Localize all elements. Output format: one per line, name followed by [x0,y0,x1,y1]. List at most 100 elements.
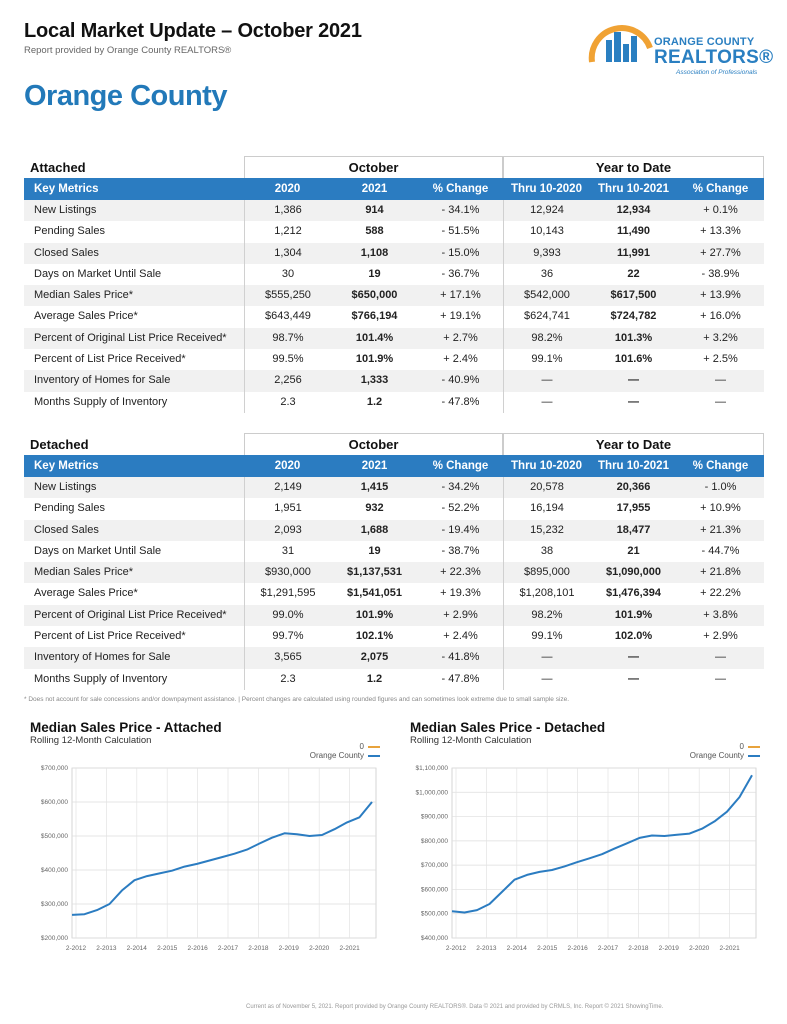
y-tick-label: $600,000 [41,799,68,806]
table-cell: 99.5% [244,349,331,371]
table-cell: $1,090,000 [605,566,662,579]
x-tick-label: 2-2017 [218,945,239,952]
x-tick-label: 2-2021 [339,945,360,952]
table-cell: + 13.9% [700,289,741,302]
x-tick-label: 2-2017 [598,945,619,952]
table-cell: - 47.8% [441,395,480,408]
legend-label: 0 [739,742,744,751]
table-cell: — [628,374,639,387]
y-tick-label: $500,000 [421,911,448,918]
chart-legend: 0 Orange County [690,742,760,760]
y-tick-label: $300,000 [41,901,68,908]
x-tick-label: 2-2019 [659,945,680,952]
metric-label: Inventory of Homes for Sale [34,651,171,664]
table-cell: — [503,391,590,413]
table-cell: + 22.3% [440,566,481,579]
table-row: Percent of Original List Price Received*… [24,327,764,350]
table-cell: $724,782 [610,310,657,323]
table-cell: - 15.0% [441,246,480,259]
table-row: Average Sales Price* $643,449 $766,194 + 19… [24,306,764,328]
table-cell: 2,093 [244,519,331,541]
table-cell: 19 [368,267,381,280]
y-tick-label: $900,000 [421,814,448,821]
header-cell: 2021 [361,183,388,195]
table-cell: 101.9% [355,608,394,621]
table-cell: 10,143 [503,221,590,243]
table-cell: — [503,668,590,690]
header-cell: Thru 10-2021 [598,460,669,472]
table-row: Months Supply of Inventory 2.3 1.2 - 47.8% —… [24,668,764,690]
y-tick-label: $200,000 [41,935,68,942]
table-row: Closed Sales 2,093 1,688 - 19.4% 15,232 18,47… [24,519,764,541]
metric-label: Pending Sales [34,225,105,238]
table-cell: 1,108 [360,246,389,259]
table-cell: - 19.4% [441,523,480,536]
chart-attached: Median Sales Price - Attached Rolling 12… [30,720,380,958]
metric-label: Closed Sales [34,523,99,536]
table-cell: 102.1% [355,630,394,643]
table-cell: + 3.2% [703,331,738,344]
legend-item-zero: 0 [310,742,380,751]
x-tick-label: 2-2012 [66,945,87,952]
table-cell: - 51.5% [441,225,480,238]
header-cell: Thru 10-2020 [511,460,582,472]
logo-line-3: Association of Professionals [676,69,758,76]
table-cell: $542,000 [503,285,590,307]
metric-label: Days on Market Until Sale [34,267,162,280]
x-tick-label: 2-2012 [446,945,467,952]
metric-label: Months Supply of Inventory [34,395,168,408]
table-cell: 21 [627,544,640,557]
x-tick-label: 2-2021 [719,945,740,952]
table-cell: - 38.9% [701,267,740,280]
x-tick-label: 2-2018 [248,945,269,952]
metric-label: Percent of Original List Price Received* [34,608,227,621]
series-line-orange-county [71,801,373,916]
chart-subtitle: Rolling 12-Month Calculation [410,735,532,746]
detached-october-group: October [244,433,503,455]
table-cell: 31 [244,540,331,563]
detached-table: Detached October Year to Date Key Metric… [24,433,764,690]
metric-label: Median Sales Price* [34,289,134,302]
attached-header-row: Key Metrics 2020 2021 % Change Thru 10-2… [24,178,764,200]
detached-header-row: Key Metrics 2020 2021 % Change Thru 10-2… [24,455,764,477]
table-cell: 12,934 [616,204,651,216]
x-tick-label: 2-2019 [279,945,300,952]
table-row: Days on Market Until Sale 31 19 - 38.7% 38 21… [24,540,764,563]
logo-line-2: REALTORS® [654,47,774,68]
table-cell: - 44.7% [701,544,740,557]
table-row: New Listings 2,149 1,415 - 34.2% 20,578 20,36… [24,477,764,499]
table-cell: 99.1% [503,349,590,371]
legend-swatch-blue [368,754,380,757]
table-cell: $895,000 [503,562,590,584]
table-cell: - 40.9% [441,374,480,387]
table-cell: + 2.7% [443,331,478,344]
table-row: Months Supply of Inventory 2.3 1.2 - 47.8% —… [24,391,764,413]
logo-arc-icon [588,25,653,63]
table-cell: 38 [503,540,590,563]
table-cell: - 47.8% [441,672,480,685]
table-cell: 3,565 [244,647,331,669]
y-tick-label: $700,000 [421,862,448,869]
table-row: New Listings 1,386 914 - 34.1% 12,924 12,934 +… [24,200,764,222]
table-cell: 932 [365,502,384,515]
metric-label: Days on Market Until Sale [34,544,162,557]
legend-swatch-orange [748,745,760,748]
table-cell: + 19.3% [440,587,481,600]
table-cell: 101.4% [355,331,394,344]
table-cell: + 2.4% [443,630,478,643]
y-tick-label: $500,000 [41,833,68,840]
x-tick-label: 2-2013 [476,945,497,952]
table-cell: + 2.5% [703,353,738,366]
logo-line-1: ORANGE COUNTY [654,36,755,48]
source-note: Current as of November 5, 2021. Report p… [246,1004,664,1010]
x-tick-label: 2-2013 [96,945,117,952]
table-cell: + 3.8% [703,608,738,621]
plot-area [71,767,377,939]
table-cell: 11,991 [616,246,651,259]
legend-label: Orange County [689,751,744,760]
table-cell: $624,741 [503,306,590,328]
chart-attached-plot: $200,000 $300,000 $400,000 $500,000 $600,000… [41,765,377,952]
table-cell: $643,449 [244,306,331,328]
table-row: Percent of Original List Price Received*… [24,604,764,627]
table-cell: — [628,651,639,664]
